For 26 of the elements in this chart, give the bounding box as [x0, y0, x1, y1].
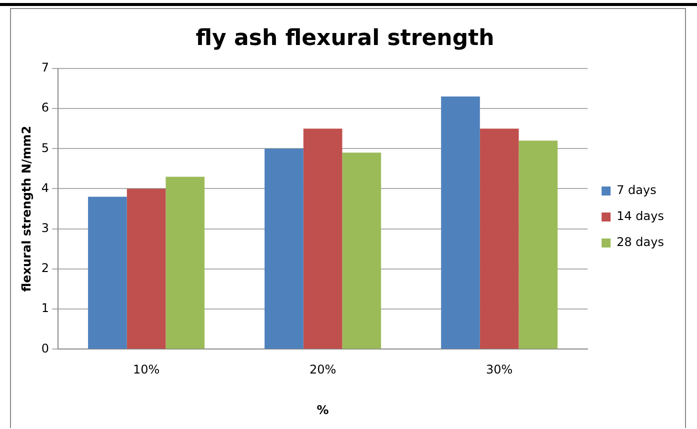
bar [518, 140, 558, 349]
bar [480, 128, 519, 349]
y-tick-label: 4 [41, 180, 50, 195]
legend-label: 14 days [616, 209, 664, 224]
y-tick-label: 2 [41, 261, 50, 276]
y-tick-label: 5 [41, 140, 50, 155]
y-tick-label: 7 [41, 60, 50, 75]
legend-label: 28 days [616, 235, 664, 250]
x-tick-label: 30% [486, 362, 513, 377]
bar [126, 188, 166, 349]
y-tick-label: 6 [41, 100, 50, 115]
y-tick-label: 0 [41, 341, 50, 356]
bar [303, 128, 342, 349]
bar [441, 96, 480, 349]
y-axis-title: flexural strength N/mm2 [19, 126, 34, 292]
x-tick-label: 20% [309, 362, 336, 377]
y-tick-label: 3 [41, 220, 50, 235]
legend-label: 7 days [616, 183, 656, 198]
bar [88, 196, 127, 349]
bar [342, 152, 382, 349]
x-axis-title: % [316, 402, 329, 417]
bar [166, 176, 205, 349]
bar [264, 148, 304, 349]
y-tick-label: 1 [41, 301, 50, 316]
chart-title: fly ash flexural strength [196, 26, 494, 51]
x-tick-label: 10% [132, 362, 160, 377]
